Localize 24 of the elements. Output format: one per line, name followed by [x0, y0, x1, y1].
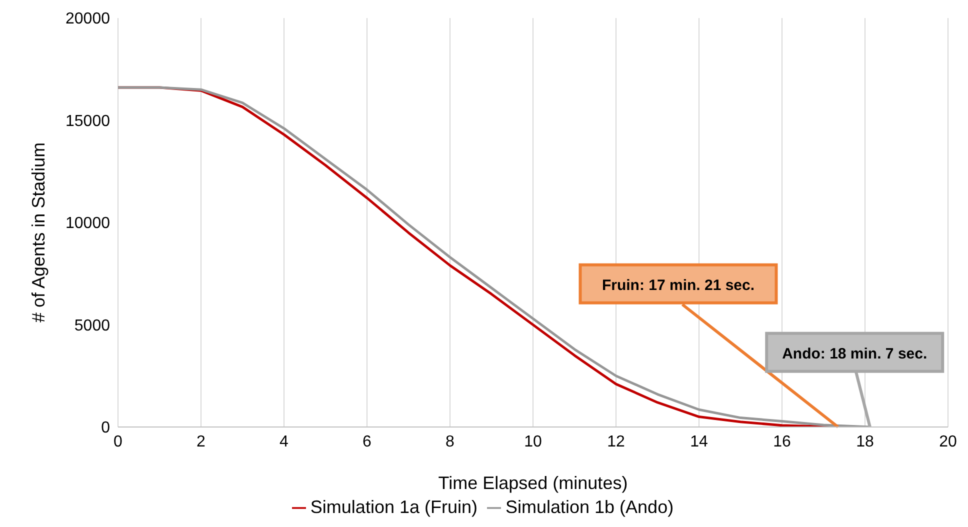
annotation: Ando: 18 min. 7 sec.	[782, 345, 928, 362]
y-tick-label: 15000	[66, 112, 110, 130]
x-tick-label: 16	[773, 433, 791, 450]
legend-label: Simulation 1b (Ando)	[505, 497, 674, 517]
y-tick-label: 5000	[74, 317, 110, 334]
x-tick-label: 2	[196, 433, 206, 450]
x-tick-label: 20	[939, 433, 957, 450]
x-tick-label: 0	[114, 433, 123, 450]
annotation: Fruin: 17 min. 21 sec.	[602, 276, 755, 294]
callout-box: Ando: 18 min. 7 sec.	[765, 332, 944, 373]
x-tick-label: 14	[690, 433, 708, 450]
x-tick-label: 18	[856, 433, 874, 450]
legend-label: Simulation 1a (Fruin)	[310, 497, 478, 517]
y-tick-label: 0	[101, 420, 110, 437]
x-tick-label: 6	[362, 433, 372, 450]
x-tick-label: 12	[607, 433, 625, 450]
y-tick-label: 20000	[66, 10, 110, 28]
x-axis-title: Time Elapsed (minutes)	[438, 473, 628, 493]
x-tick-label: 10	[524, 433, 542, 450]
x-tick-label: 4	[280, 433, 289, 450]
x-tick-label: 8	[446, 433, 455, 450]
y-tick-label: 10000	[66, 215, 110, 232]
callout-box: Fruin: 17 min. 21 sec.	[578, 263, 778, 304]
y-axis-title: # of Agents in Stadium	[28, 142, 48, 322]
